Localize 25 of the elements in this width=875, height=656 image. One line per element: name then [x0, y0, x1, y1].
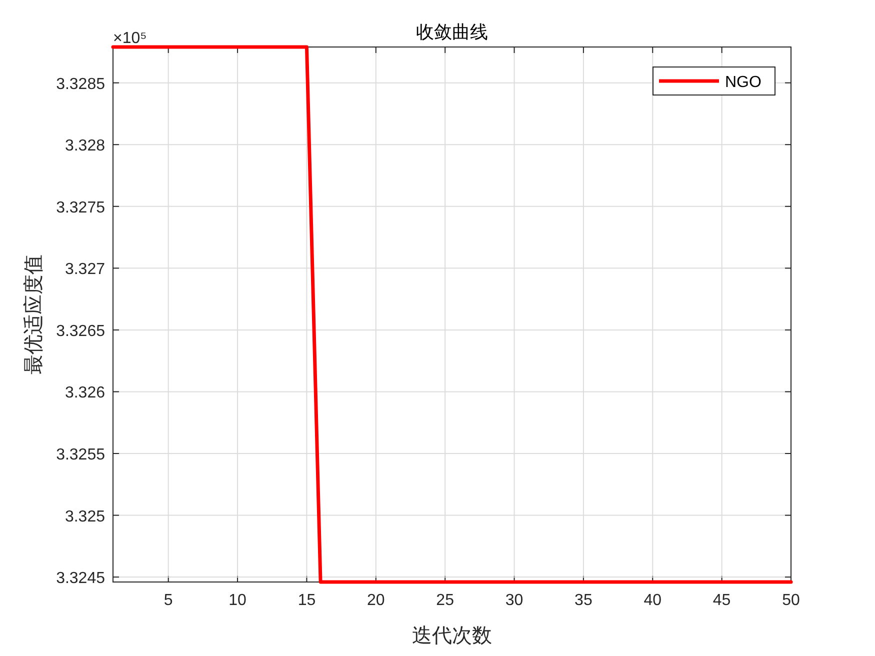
- y-tick-label: 3.326: [64, 384, 106, 402]
- x-tick-label: 45: [712, 592, 731, 609]
- x-tick-label: 25: [436, 592, 454, 609]
- y-tick-label: 3.3285: [56, 76, 106, 93]
- y-tick-label: 3.3275: [56, 199, 106, 216]
- x-tick-label: 40: [644, 592, 662, 609]
- chart-title: 收敛曲线: [416, 22, 488, 42]
- legend-label: NGO: [725, 74, 762, 91]
- y-tick-label: 3.327: [64, 261, 106, 278]
- legend: NGO: [652, 66, 776, 96]
- x-tick-label: 10: [228, 592, 247, 609]
- x-tick-label: 35: [574, 592, 592, 609]
- y-tick-label: 3.3265: [56, 322, 106, 340]
- y-tick-label: 3.325: [64, 508, 106, 526]
- x-tick-label: 15: [298, 592, 316, 609]
- x-tick-label: 5: [164, 592, 173, 609]
- y-tick-label: 3.3255: [56, 446, 106, 464]
- x-tick-label: 20: [367, 592, 385, 609]
- x-axis-title: 迭代次数: [412, 625, 492, 647]
- annotation: ×10⁵: [113, 30, 147, 47]
- y-axis-title: 最优适应度值: [23, 254, 45, 374]
- y-tick-label: 3.3245: [56, 570, 106, 588]
- x-tick-label: 30: [505, 592, 524, 609]
- x-tick-label: 50: [782, 592, 800, 609]
- y-tick-label: 3.328: [64, 138, 106, 155]
